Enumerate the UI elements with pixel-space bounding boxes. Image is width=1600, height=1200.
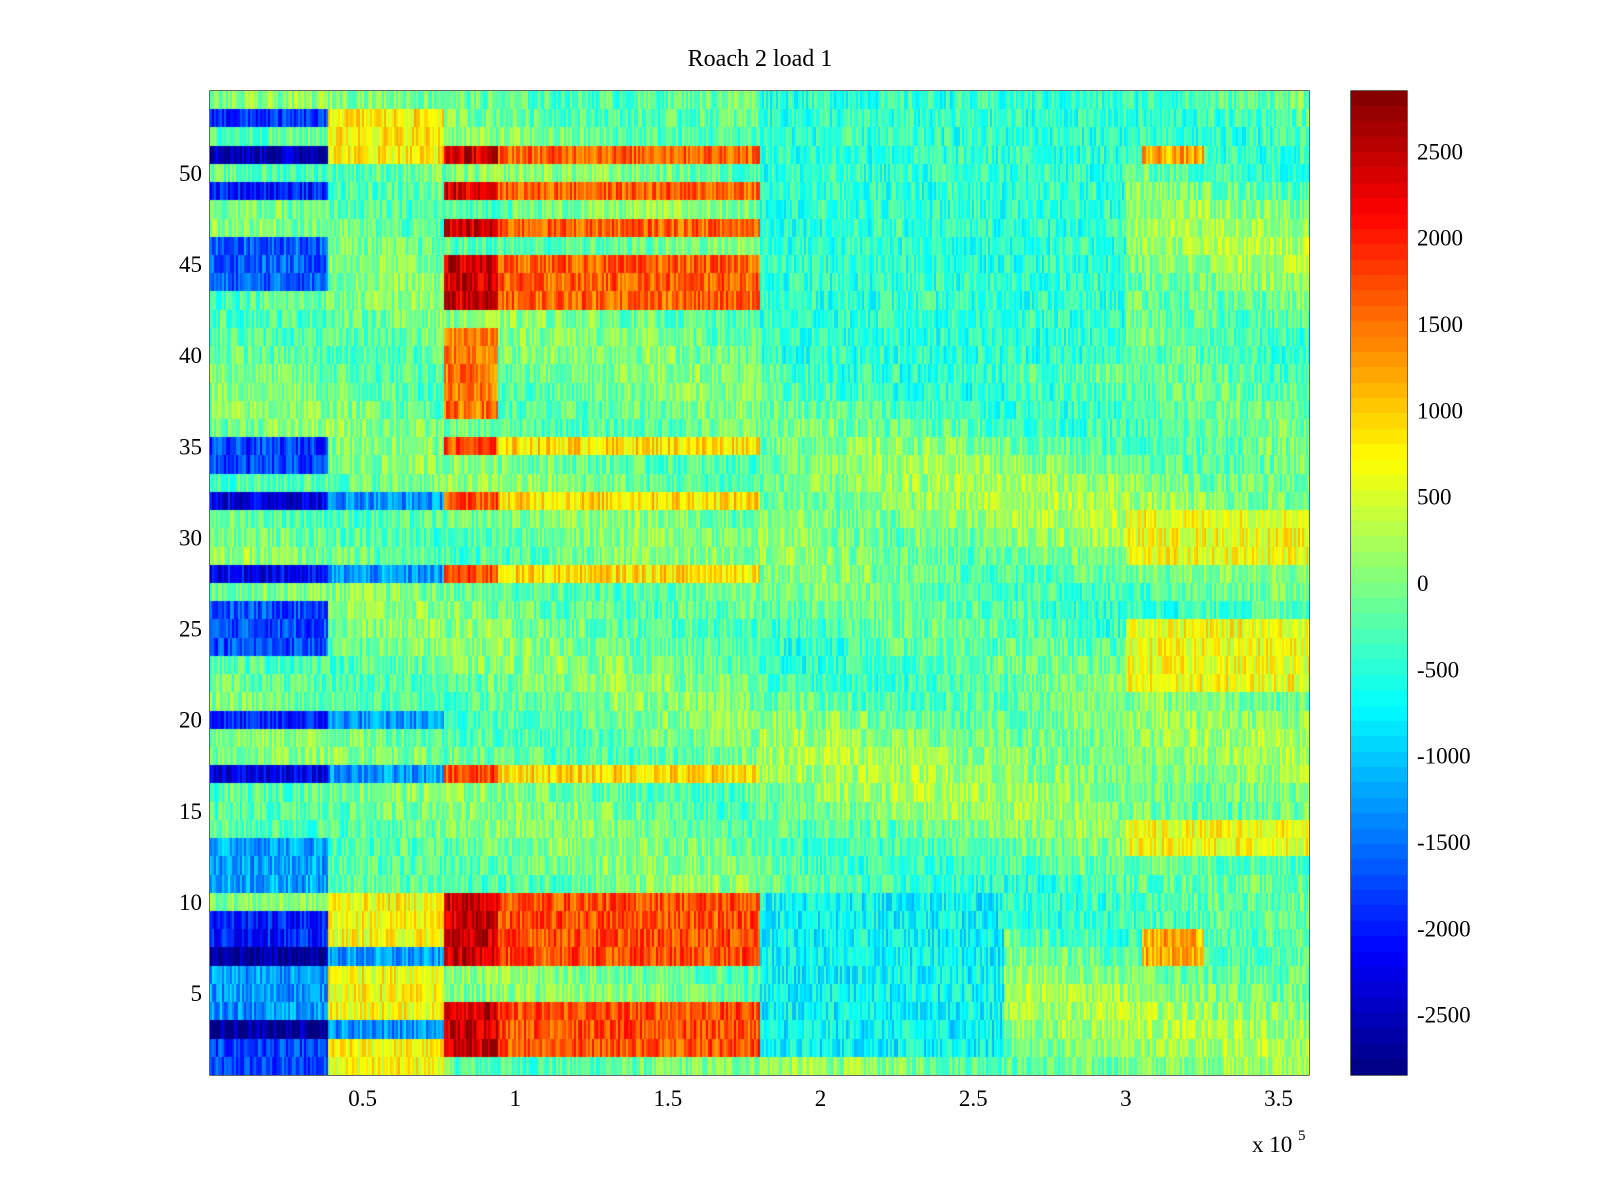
colorbar-tick-label: -1500 (1417, 830, 1471, 855)
x-tick-label: 2.5 (959, 1086, 988, 1111)
chart-title: Roach 2 load 1 (688, 46, 833, 72)
colorbar-tick-label: 0 (1417, 571, 1429, 596)
y-tick-label: 20 (179, 708, 202, 733)
x-tick-label: 2 (815, 1086, 827, 1111)
y-tick-label: 35 (179, 434, 202, 459)
y-tick-label: 30 (179, 525, 202, 550)
heatmap-image (210, 91, 1309, 1075)
x-tick-label: 3.5 (1264, 1086, 1293, 1111)
x-axis-multiplier-exponent: 5 (1298, 1128, 1306, 1144)
y-tick-label: 45 (179, 252, 202, 277)
x-tick-label: 3 (1120, 1086, 1132, 1111)
y-tick-label: 25 (179, 617, 202, 642)
x-axis-multiplier: x 10 5 (1252, 1128, 1306, 1157)
colorbar-tick-label: -500 (1417, 657, 1459, 682)
colorbar-tick-label: 1000 (1417, 398, 1463, 423)
colorbar-tick-label: -2000 (1417, 916, 1471, 941)
colorbar-gradient (1351, 91, 1407, 1075)
x-axis-multiplier-label: x 10 (1252, 1132, 1292, 1157)
y-tick-label: 5 (191, 981, 203, 1006)
y-tick-label: 50 (179, 161, 202, 186)
colorbar-ticks: 2500 2000 1500 1000 500 0 -500 -1000 -1500 -2000 -… (1351, 139, 1471, 1028)
y-axis-ticks: 5 10 15 20 25 30 35 40 45 50 (179, 161, 1309, 1006)
colorbar-tick-label: 2500 (1417, 139, 1463, 164)
colorbar-tick-label: 500 (1417, 485, 1452, 510)
colorbar-tick-label: 1500 (1417, 312, 1463, 337)
y-tick-label: 10 (179, 890, 202, 915)
x-tick-label: 0.5 (348, 1086, 377, 1111)
x-tick-label: 1.5 (654, 1086, 683, 1111)
colorbar-tick-label: -1000 (1417, 744, 1471, 769)
y-tick-label: 40 (179, 343, 202, 368)
colorbar-tick-label: -2500 (1417, 1003, 1471, 1028)
y-tick-label: 15 (179, 799, 202, 824)
colorbar-tick-label: 2000 (1417, 226, 1463, 251)
x-tick-label: 1 (510, 1086, 522, 1111)
